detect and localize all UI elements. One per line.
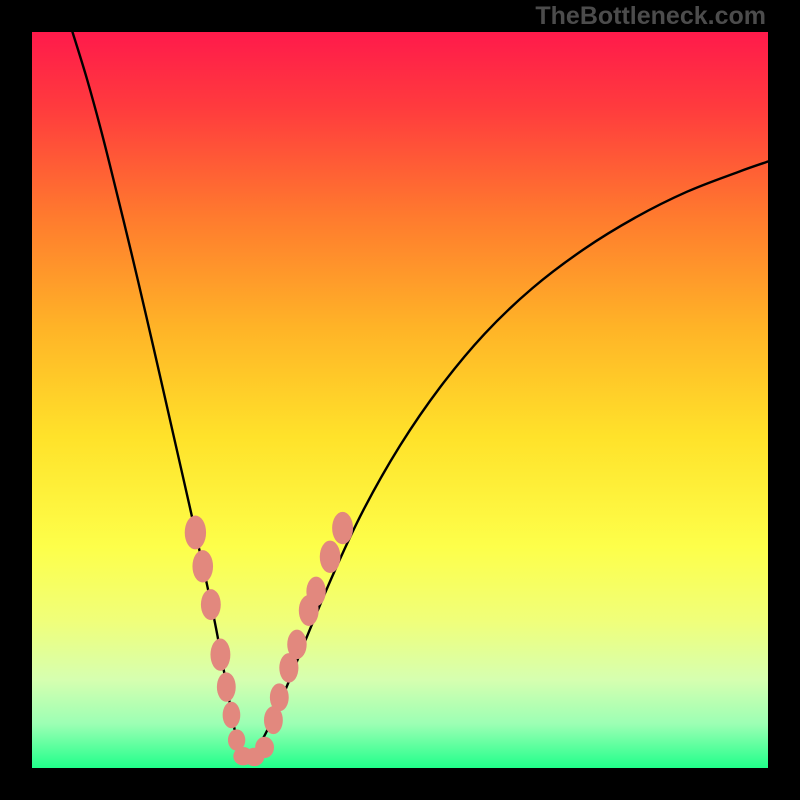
plot-area: [32, 32, 768, 768]
data-dot: [332, 512, 353, 544]
data-dot: [223, 702, 241, 728]
data-dots: [32, 32, 768, 768]
data-dot: [270, 683, 289, 711]
chart-container: TheBottleneck.com: [0, 0, 800, 800]
watermark-text: TheBottleneck.com: [535, 2, 766, 31]
data-dot: [217, 672, 236, 701]
data-dot: [255, 737, 274, 758]
data-dot: [320, 541, 341, 573]
data-dot: [201, 589, 221, 620]
data-dot: [306, 577, 325, 606]
data-dot: [185, 516, 206, 550]
data-dot: [287, 630, 306, 659]
data-dot: [192, 550, 213, 582]
data-dot: [210, 638, 230, 670]
